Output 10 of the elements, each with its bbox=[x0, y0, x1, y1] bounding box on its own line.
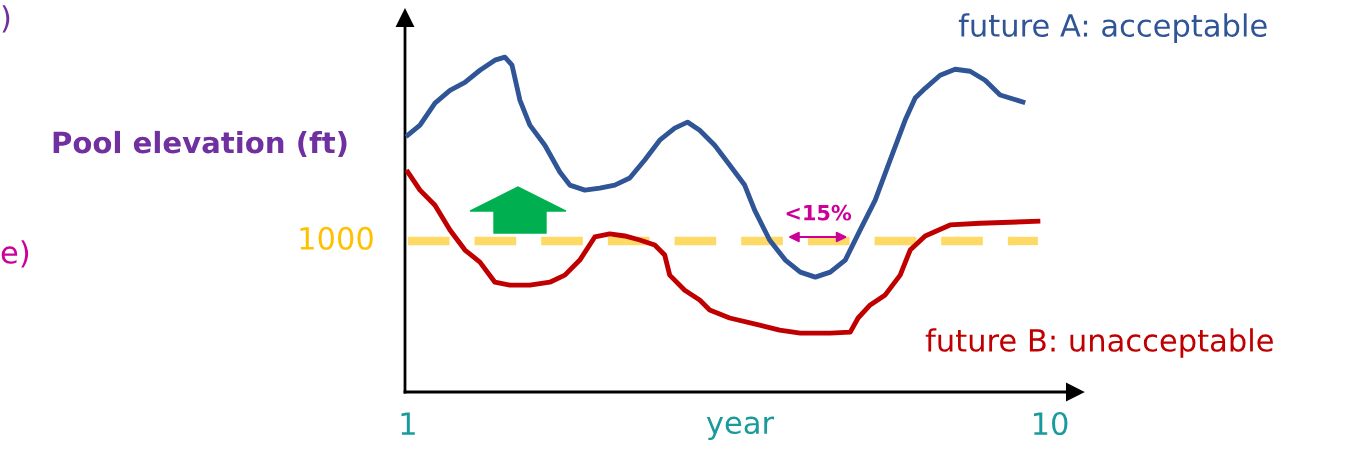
x-tick-label: 10 bbox=[1033, 411, 1068, 436]
x-tick-label: 1 bbox=[401, 412, 415, 435]
series-label: future A: acceptable bbox=[958, 13, 1267, 43]
text: ) bbox=[2, 5, 10, 33]
x-axis-title: year bbox=[706, 416, 775, 441]
y-axis-title: Pool elevation (ft) bbox=[53, 130, 347, 157]
annotation: <15% bbox=[786, 204, 852, 221]
series-label: future B: unacceptable bbox=[925, 328, 1273, 358]
text: 1000 bbox=[300, 226, 373, 250]
text: e) bbox=[1, 240, 29, 268]
